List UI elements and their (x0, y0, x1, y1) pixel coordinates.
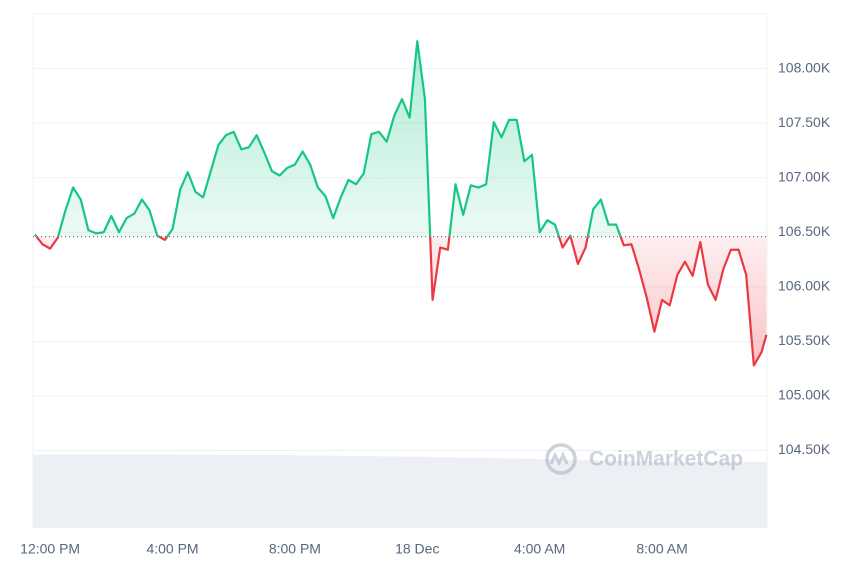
volume-layer (33, 454, 767, 528)
x-tick-label: 12:00 PM (20, 541, 80, 557)
watermark-text: CoinMarketCap (589, 448, 743, 471)
x-tick-label: 18 Dec (395, 541, 439, 557)
watermark: CoinMarketCap (545, 443, 743, 475)
volume-area (33, 454, 767, 528)
y-tick-label: 105.50K (778, 332, 831, 348)
x-tick-label: 4:00 AM (514, 541, 565, 557)
area-up (34, 41, 767, 237)
x-tick-label: 8:00 PM (269, 541, 321, 557)
area-down (36, 236, 767, 366)
y-tick-label: 105.00K (778, 387, 831, 403)
x-tick-label: 4:00 PM (146, 541, 198, 557)
price-line-down (35, 236, 768, 367)
y-tick-label: 104.50K (778, 441, 831, 457)
y-tick-label: 108.00K (778, 59, 831, 75)
y-tick-label: 107.00K (778, 168, 831, 184)
y-tick-label: 106.00K (778, 278, 831, 294)
y-tick-label: 106.50K (778, 223, 831, 239)
x-tick-label: 8:00 AM (636, 541, 687, 557)
axes: 108.00K 107.50K 107.00K 106.50K 106.00K 105.5… (20, 59, 831, 556)
plot (33, 40, 768, 367)
y-tick-label: 107.50K (778, 114, 831, 130)
price-line-up (33, 40, 622, 237)
